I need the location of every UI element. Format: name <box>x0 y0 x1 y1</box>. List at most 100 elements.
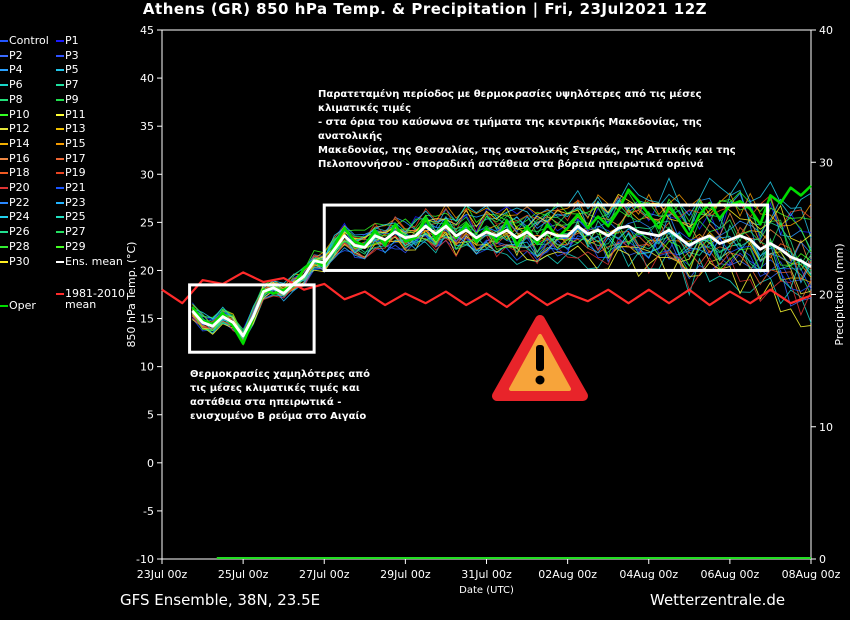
warm-annotation-line: Πελοποννήσου - σποραδική αστάθεια στα βό… <box>318 159 704 170</box>
legend-swatch <box>56 54 64 57</box>
legend-label: P8 <box>9 92 23 106</box>
legend-label: P15 <box>65 136 86 150</box>
y-tick-label: 0 <box>147 457 154 470</box>
legend-label: P26 <box>9 225 30 239</box>
legend-label: mean <box>65 298 97 311</box>
legend-swatch <box>56 157 64 160</box>
y-tick-label: 10 <box>140 361 154 374</box>
legend-label: P1 <box>65 34 79 47</box>
legend-label: P13 <box>65 122 86 136</box>
legend-label: P22 <box>9 195 30 209</box>
legend-swatch <box>0 84 8 87</box>
legend-label: P21 <box>65 181 86 194</box>
y2-tick-label: 40 <box>819 24 833 37</box>
ensemble-members <box>192 177 812 346</box>
legend-swatch <box>56 231 64 234</box>
x-tick-label: 31Jul 00z <box>461 568 512 581</box>
legend-label: P24 <box>9 210 30 224</box>
legend-swatch <box>0 260 8 263</box>
cool-annotation-line: αστάθεια στα ηπειρωτικά - <box>190 397 342 408</box>
legend-label: Ens. mean <box>65 254 123 268</box>
legend-swatch <box>0 69 8 72</box>
x-tick-label: 25Jul 00z <box>218 568 269 581</box>
legend-swatch <box>56 187 64 189</box>
x-tick-label: 06Aug 00z <box>701 568 760 581</box>
x-tick-label: 04Aug 00z <box>619 568 678 581</box>
cool-period-annotation: Θερμοκρασίες χαμηλότερες από τις μέσες κ… <box>190 368 390 424</box>
member-line-p20 <box>192 234 812 337</box>
legend-label: P17 <box>65 151 86 165</box>
legend-swatch <box>56 216 64 219</box>
legend-label: P16 <box>9 151 30 165</box>
legend-label: P9 <box>65 92 79 106</box>
cool-annotation-line: τις μέσες κλιματικές τιμές και <box>190 383 360 394</box>
legend-swatch <box>0 142 8 145</box>
x-tick-label: 27Jul 00z <box>299 568 350 581</box>
legend-label: P5 <box>65 63 79 77</box>
member-line-p12 <box>192 227 812 336</box>
legend-swatch <box>0 40 8 42</box>
x-axis-label: Date (UTC) <box>459 585 514 596</box>
y-tick-label: 15 <box>140 313 154 326</box>
legend-swatch <box>0 245 8 248</box>
warm-annotation-line: Μακεδονίας, της Θεσσαλίας, της ανατολική… <box>318 145 736 156</box>
member-line-p27 <box>192 201 812 334</box>
y-tick-label: 45 <box>140 24 154 37</box>
y-tick-label: 25 <box>140 216 154 229</box>
legend-swatch <box>56 128 64 131</box>
highlight-box-1 <box>188 283 316 354</box>
legend-swatch <box>0 172 8 175</box>
climate-mean-line <box>161 271 812 309</box>
legend-label: 1981-2010 <box>65 287 125 300</box>
legend-swatch <box>56 84 64 87</box>
y-tick-label: 20 <box>140 264 154 277</box>
member-line-p18 <box>192 221 812 346</box>
warning-icon <box>492 315 588 401</box>
legend-label: P14 <box>9 136 30 150</box>
y2-axis-label: Precipitation (mm) <box>833 243 846 345</box>
legend-swatch <box>0 98 8 101</box>
x-tick-label: 29Jul 00z <box>380 568 431 581</box>
legend-label: P2 <box>9 48 23 62</box>
legend-label: P29 <box>65 239 86 253</box>
legend-label: P30 <box>9 254 30 268</box>
y-tick-label: 40 <box>140 72 154 85</box>
legend-label: P23 <box>65 195 86 209</box>
legend-label: P3 <box>65 48 79 62</box>
legend-swatch <box>56 69 64 72</box>
y-tick-label: -5 <box>143 505 154 518</box>
site-credit: Wetterzentrale.de <box>650 591 786 609</box>
legend-label: P7 <box>65 78 79 92</box>
legend-label: P6 <box>9 78 23 92</box>
legend-swatch <box>56 142 64 145</box>
model-info: GFS Ensemble, 38N, 23.5E <box>120 591 321 609</box>
cool-annotation-line: Θερμοκρασίες χαμηλότερες από <box>190 369 370 380</box>
warm-annotation-line: - στα όρια του καύσωνα σε τμήματα της κε… <box>318 117 702 142</box>
legend-swatch <box>0 54 8 57</box>
cool-annotation-line: ενισχυμένο Β ρεύμα στο Αιγαίο <box>190 411 367 422</box>
y2-tick-label: 10 <box>819 421 833 434</box>
warm-period-annotation: Παρατεταμένη περίοδος με θερμοκρασίες υψ… <box>318 88 758 172</box>
legend-label: P11 <box>65 107 86 121</box>
member-line-p24 <box>192 177 812 334</box>
legend-swatch <box>56 260 64 263</box>
y-tick-label: 5 <box>147 409 154 422</box>
y-tick-label: 30 <box>140 168 154 181</box>
legend-swatch <box>0 201 8 204</box>
legend-swatch <box>56 293 64 295</box>
legend-swatch <box>56 201 64 204</box>
x-tick-label: 02Aug 00z <box>538 568 597 581</box>
legend-label: Oper <box>9 299 36 312</box>
y-axis-label: 850 hPa Temp. (°C) <box>125 242 138 348</box>
legend-label: P12 <box>9 122 30 136</box>
legend-swatch <box>56 40 64 42</box>
legend-label: P20 <box>9 181 30 194</box>
legend-swatch <box>0 113 8 116</box>
highlight-boxes <box>188 203 770 354</box>
y-tick-label: 35 <box>140 120 154 133</box>
ens-mean-line <box>191 224 812 338</box>
y2-tick-label: 30 <box>819 156 833 169</box>
legend-swatch <box>0 128 8 131</box>
